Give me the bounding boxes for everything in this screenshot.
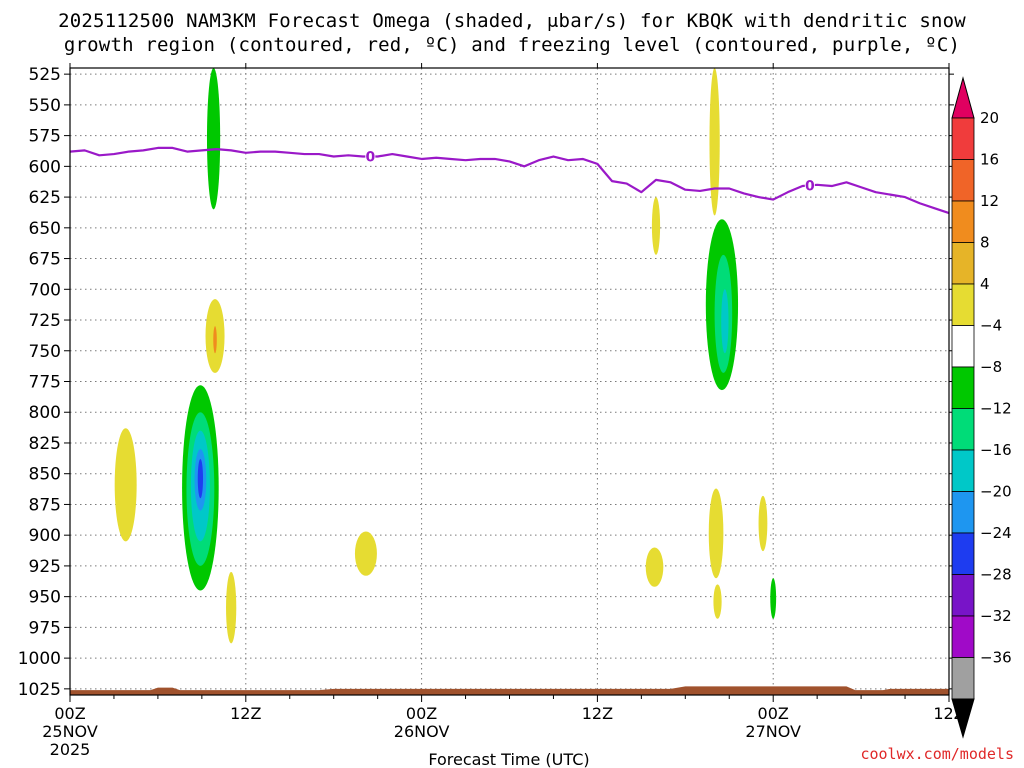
- colorbar-label: −8: [980, 358, 1002, 376]
- chart-title-line-1: 2025112500 NAM3KM Forecast Omega (shaded…: [58, 10, 966, 32]
- colorbar-label: 12: [980, 192, 999, 210]
- colorbar-label: −4: [980, 317, 1002, 335]
- x-tick-label: 12Z: [582, 704, 613, 723]
- colorbar-swatch: [951, 574, 975, 617]
- y-tick-label: 1025: [18, 680, 61, 700]
- colorbar-swatch: [951, 366, 975, 409]
- x-tick-date: 25NOV: [42, 722, 98, 741]
- omega-area: [708, 488, 724, 579]
- colorbar-swatch: [951, 325, 975, 368]
- y-tick-label: 975: [29, 618, 61, 638]
- y-tick-label: 525: [29, 65, 61, 85]
- colorbar-label: 16: [980, 151, 999, 169]
- omega-area: [114, 428, 137, 542]
- colorbar-swatch: [951, 657, 975, 700]
- y-tick-label: 850: [29, 465, 61, 485]
- y-axis: 525 550 575 600 625 650 675 700 725 750 775 800 825 8…: [18, 65, 954, 700]
- colorbar-swatch: [951, 283, 975, 326]
- y-tick-label: 925: [29, 557, 61, 577]
- colorbar: 20 16 12 8 4 −4 −8 −12 −16 −20 −24 −28 −32 −36: [951, 76, 1012, 739]
- x-tick-year: 2025: [50, 740, 91, 759]
- y-tick-label: 675: [29, 250, 61, 270]
- x-tick-label: 12Z: [230, 704, 261, 723]
- x-axis-title: Forecast Time (UTC): [428, 750, 589, 768]
- omega-area: [709, 68, 720, 216]
- colorbar-label: 20: [980, 109, 999, 127]
- omega-area: [645, 547, 664, 587]
- colorbar-label: −36: [980, 649, 1012, 667]
- terrain-fill: [70, 686, 949, 695]
- omega-area: [651, 197, 661, 255]
- omega-area: [213, 326, 217, 354]
- colorbar-label: −20: [980, 483, 1012, 501]
- y-tick-label: 775: [29, 373, 61, 393]
- y-tick-label: 725: [29, 311, 61, 331]
- terrain-area: [70, 686, 949, 695]
- freezing-level-contour: 00: [69, 146, 950, 215]
- omega-area: [758, 495, 768, 552]
- y-tick-label: 1000: [18, 649, 61, 669]
- freezing-level-line: [69, 146, 950, 215]
- omega-area: [226, 572, 237, 644]
- y-tick-label: 625: [29, 188, 61, 208]
- y-tick-label: 825: [29, 434, 61, 454]
- credit-text: coolwx.com/models: [860, 745, 1014, 763]
- y-tick-label: 800: [29, 403, 61, 423]
- y-tick-label: 950: [29, 588, 61, 608]
- y-tick-label: 750: [29, 342, 61, 362]
- colorbar-label: −16: [980, 441, 1012, 459]
- colorbar-label: 8: [980, 234, 990, 252]
- contour-label-bg: [365, 149, 376, 164]
- colorbar-swatch: [951, 242, 975, 285]
- y-tick-label: 875: [29, 495, 61, 515]
- colorbar-swatch: [951, 200, 975, 243]
- colorbar-swatch: [951, 449, 975, 492]
- y-tick-label: 575: [29, 127, 61, 147]
- colorbar-top-arrow: [951, 76, 975, 119]
- colorbar-swatch: [951, 491, 975, 534]
- y-tick-label: 600: [29, 157, 61, 177]
- omega-area: [770, 578, 777, 619]
- omega-area: [197, 458, 204, 499]
- colorbar-swatch: [951, 117, 975, 160]
- omega-shading: [114, 68, 777, 644]
- colorbar-label: −24: [980, 524, 1012, 542]
- colorbar-swatch: [951, 615, 975, 658]
- y-tick-label: 650: [29, 219, 61, 239]
- contour-label-bg: [804, 178, 815, 193]
- x-tick-date: 26NOV: [394, 722, 450, 741]
- colorbar-bottom-arrow: [951, 698, 975, 739]
- omega-area: [206, 68, 221, 210]
- chart-title-line-2: growth region (contoured, red, ºC) and f…: [63, 34, 961, 56]
- freezing-level-label: 0: [805, 178, 815, 194]
- colorbar-swatch: [951, 159, 975, 202]
- colorbar-label: 4: [980, 275, 990, 293]
- omega-area: [713, 584, 722, 619]
- omega-area: [721, 289, 729, 354]
- y-tick-label: 900: [29, 526, 61, 546]
- omega-area: [354, 531, 377, 576]
- colorbar-swatch: [951, 532, 975, 575]
- colorbar-label: −28: [980, 566, 1012, 584]
- x-tick-label: 00Z: [406, 704, 437, 723]
- x-tick-label: 00Z: [758, 704, 789, 723]
- x-tick-date: 27NOV: [745, 722, 801, 741]
- y-tick-label: 700: [29, 280, 61, 300]
- freezing-level-label: 0: [365, 150, 375, 166]
- colorbar-swatch: [951, 408, 975, 451]
- y-tick-label: 550: [29, 96, 61, 116]
- x-tick-label: 00Z: [54, 704, 85, 723]
- colorbar-label: −12: [980, 400, 1012, 418]
- colorbar-label: −32: [980, 607, 1012, 625]
